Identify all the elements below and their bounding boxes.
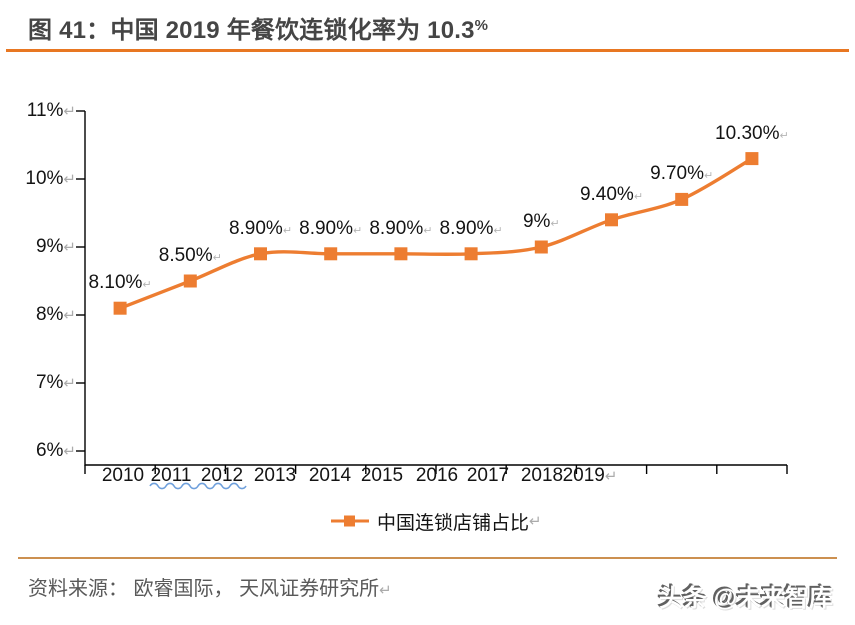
x-axis-label: 2018 xyxy=(520,465,564,486)
data-point-label: 10.30%↵ xyxy=(715,122,789,144)
y-axis-label: 8%↵ xyxy=(35,304,76,325)
data-point-label: 9.70%↵ xyxy=(650,163,714,185)
data-point-marker xyxy=(394,247,408,261)
y-axis-label: 7%↵ xyxy=(35,372,76,393)
y-axis-label: 6%↵ xyxy=(35,440,76,461)
chart-legend: 中国连锁店铺占比 ↵ xyxy=(330,508,542,534)
data-point-marker xyxy=(745,152,759,166)
data-point-label: 9.40%↵ xyxy=(579,183,644,205)
data-point-label: 8.90%↵ xyxy=(439,217,503,239)
x-axis-label: 2012 xyxy=(200,465,244,486)
data-point-label: 8.90%↵ xyxy=(369,217,433,239)
data-point-marker xyxy=(534,240,548,254)
x-axis-label: 2015 xyxy=(360,465,404,486)
data-point-label: 8.90%↵ xyxy=(299,217,363,239)
title-underline-rule xyxy=(6,49,849,52)
x-axis-label: 2013 xyxy=(253,465,297,486)
series-line xyxy=(118,156,754,310)
footer-divider-rule xyxy=(18,557,837,559)
source-return-mark: ↵ xyxy=(379,582,392,599)
data-point-marker xyxy=(113,301,127,315)
x-axis-label: 2019↵ xyxy=(562,465,618,486)
data-point-label: 8.90%↵ xyxy=(228,217,293,239)
legend-label: 中国连锁店铺占比 xyxy=(377,512,530,534)
data-point-marker xyxy=(464,247,478,261)
source-text: 资料来源： 欧睿国际， 天风证券研究所 xyxy=(28,578,380,600)
data-point-marker xyxy=(675,192,689,206)
legend-marker-icon xyxy=(331,515,369,527)
x-axis-label: 2016 xyxy=(415,465,459,486)
x-axis-label: 2014 xyxy=(308,465,352,486)
y-axis-label: 9%↵ xyxy=(35,236,76,257)
legend-return-mark: ↵ xyxy=(529,513,542,530)
data-point-label: 9%↵ xyxy=(522,211,560,232)
y-axis-label: 10%↵ xyxy=(25,168,76,189)
figure-title-text: 图 41：中国 2019 年餐饮连锁化率为 10.3 xyxy=(28,17,475,44)
data-point-label: 8.10%↵ xyxy=(88,272,152,294)
x-axis-label: 2011 xyxy=(150,465,192,486)
y-axis-label: 11%↵ xyxy=(26,100,76,121)
data-point-label: 8.50%↵ xyxy=(158,245,222,266)
spellcheck-squiggle xyxy=(149,482,247,490)
x-axis-label: 2017 xyxy=(466,465,510,486)
figure-title-percent: % xyxy=(474,17,489,34)
figure-title: 图 41：中国 2019 年餐饮连锁化率为 10.3% xyxy=(28,10,488,45)
data-point-marker xyxy=(605,213,618,227)
data-point-marker xyxy=(183,274,197,288)
data-point-marker xyxy=(254,247,267,261)
x-axis-label: 2010 xyxy=(101,465,145,486)
watermark-text: 头条 @未来智库 xyxy=(658,585,833,612)
source-line: 资料来源： 欧睿国际， 天风证券研究所↵ xyxy=(28,572,392,601)
data-point-marker xyxy=(324,247,338,261)
